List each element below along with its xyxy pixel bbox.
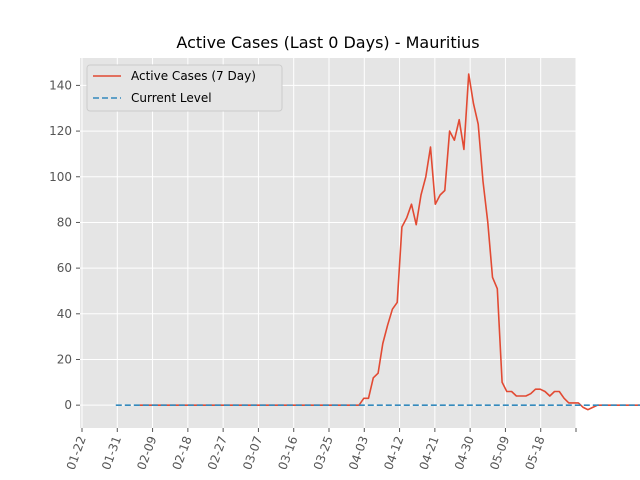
x-tick-label: 01-31 — [99, 434, 124, 472]
x-tick-label: 03-16 — [275, 434, 300, 472]
legend-label: Current Level — [131, 91, 212, 105]
x-tick-label: 04-21 — [417, 434, 442, 472]
x-tick-label: 04-12 — [381, 434, 406, 472]
y-tick-label: 100 — [49, 170, 72, 184]
series-layer — [115, 73, 640, 411]
y-tick-label: 60 — [57, 261, 72, 275]
x-tick-label: 01-22 — [64, 434, 89, 472]
x-tick-label: 02-09 — [134, 434, 159, 472]
y-tick-label: 120 — [49, 124, 72, 138]
y-tick-label: 140 — [49, 78, 72, 92]
x-tick-label: 02-27 — [205, 434, 230, 472]
x-tick-label: 04-03 — [346, 434, 371, 472]
x-tick-label: 02-18 — [170, 434, 195, 472]
x-axis: 01-22 01-31 02-09 02-18 02-27 03-07 03-16 03-25… — [64, 428, 577, 472]
x-tick-label: 03-07 — [240, 434, 265, 472]
plot-area — [80, 58, 576, 428]
chart-title: Active Cases (Last 0 Days) - Mauritius — [176, 33, 479, 52]
legend: Active Cases (7 Day) Current Level — [86, 64, 283, 112]
legend-label: Active Cases (7 Day) — [131, 69, 256, 83]
x-tick-label: 04-30 — [452, 434, 477, 472]
x-tick-label: 05-18 — [522, 434, 547, 472]
y-tick-label: 80 — [57, 215, 72, 229]
y-axis: 0 20 40 60 80 100 120 140 — [49, 78, 80, 412]
x-tick-label: 05-09 — [487, 434, 512, 472]
x-tick-label: 03-25 — [311, 434, 336, 472]
y-tick-label: 40 — [57, 307, 72, 321]
y-tick-label: 20 — [57, 352, 72, 366]
y-tick-label: 0 — [64, 398, 72, 412]
legend-box — [86, 64, 283, 112]
